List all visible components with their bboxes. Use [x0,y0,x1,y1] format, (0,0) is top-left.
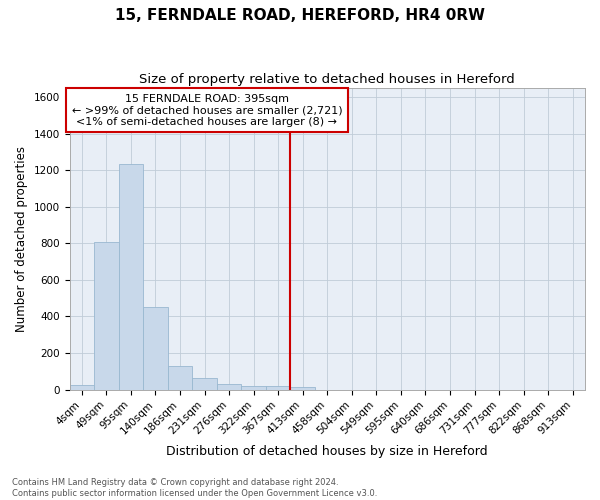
Bar [94,242,119,390]
X-axis label: Distribution of detached houses by size in Hereford: Distribution of detached houses by size … [166,444,488,458]
Text: 15, FERNDALE ROAD, HEREFORD, HR4 0RW: 15, FERNDALE ROAD, HEREFORD, HR4 0RW [115,8,485,22]
Bar [290,387,315,390]
Bar [143,308,168,390]
Bar [192,378,217,390]
Text: Contains HM Land Registry data © Crown copyright and database right 2024.
Contai: Contains HM Land Registry data © Crown c… [12,478,377,498]
Text: 15 FERNDALE ROAD: 395sqm
← >99% of detached houses are smaller (2,721)
<1% of se: 15 FERNDALE ROAD: 395sqm ← >99% of detac… [71,94,342,126]
Bar [217,384,241,390]
Bar [241,386,266,390]
Y-axis label: Number of detached properties: Number of detached properties [15,146,28,332]
Title: Size of property relative to detached houses in Hereford: Size of property relative to detached ho… [139,72,515,86]
Bar [168,366,192,390]
Bar [119,164,143,390]
Bar [70,385,94,390]
Bar [266,386,290,390]
